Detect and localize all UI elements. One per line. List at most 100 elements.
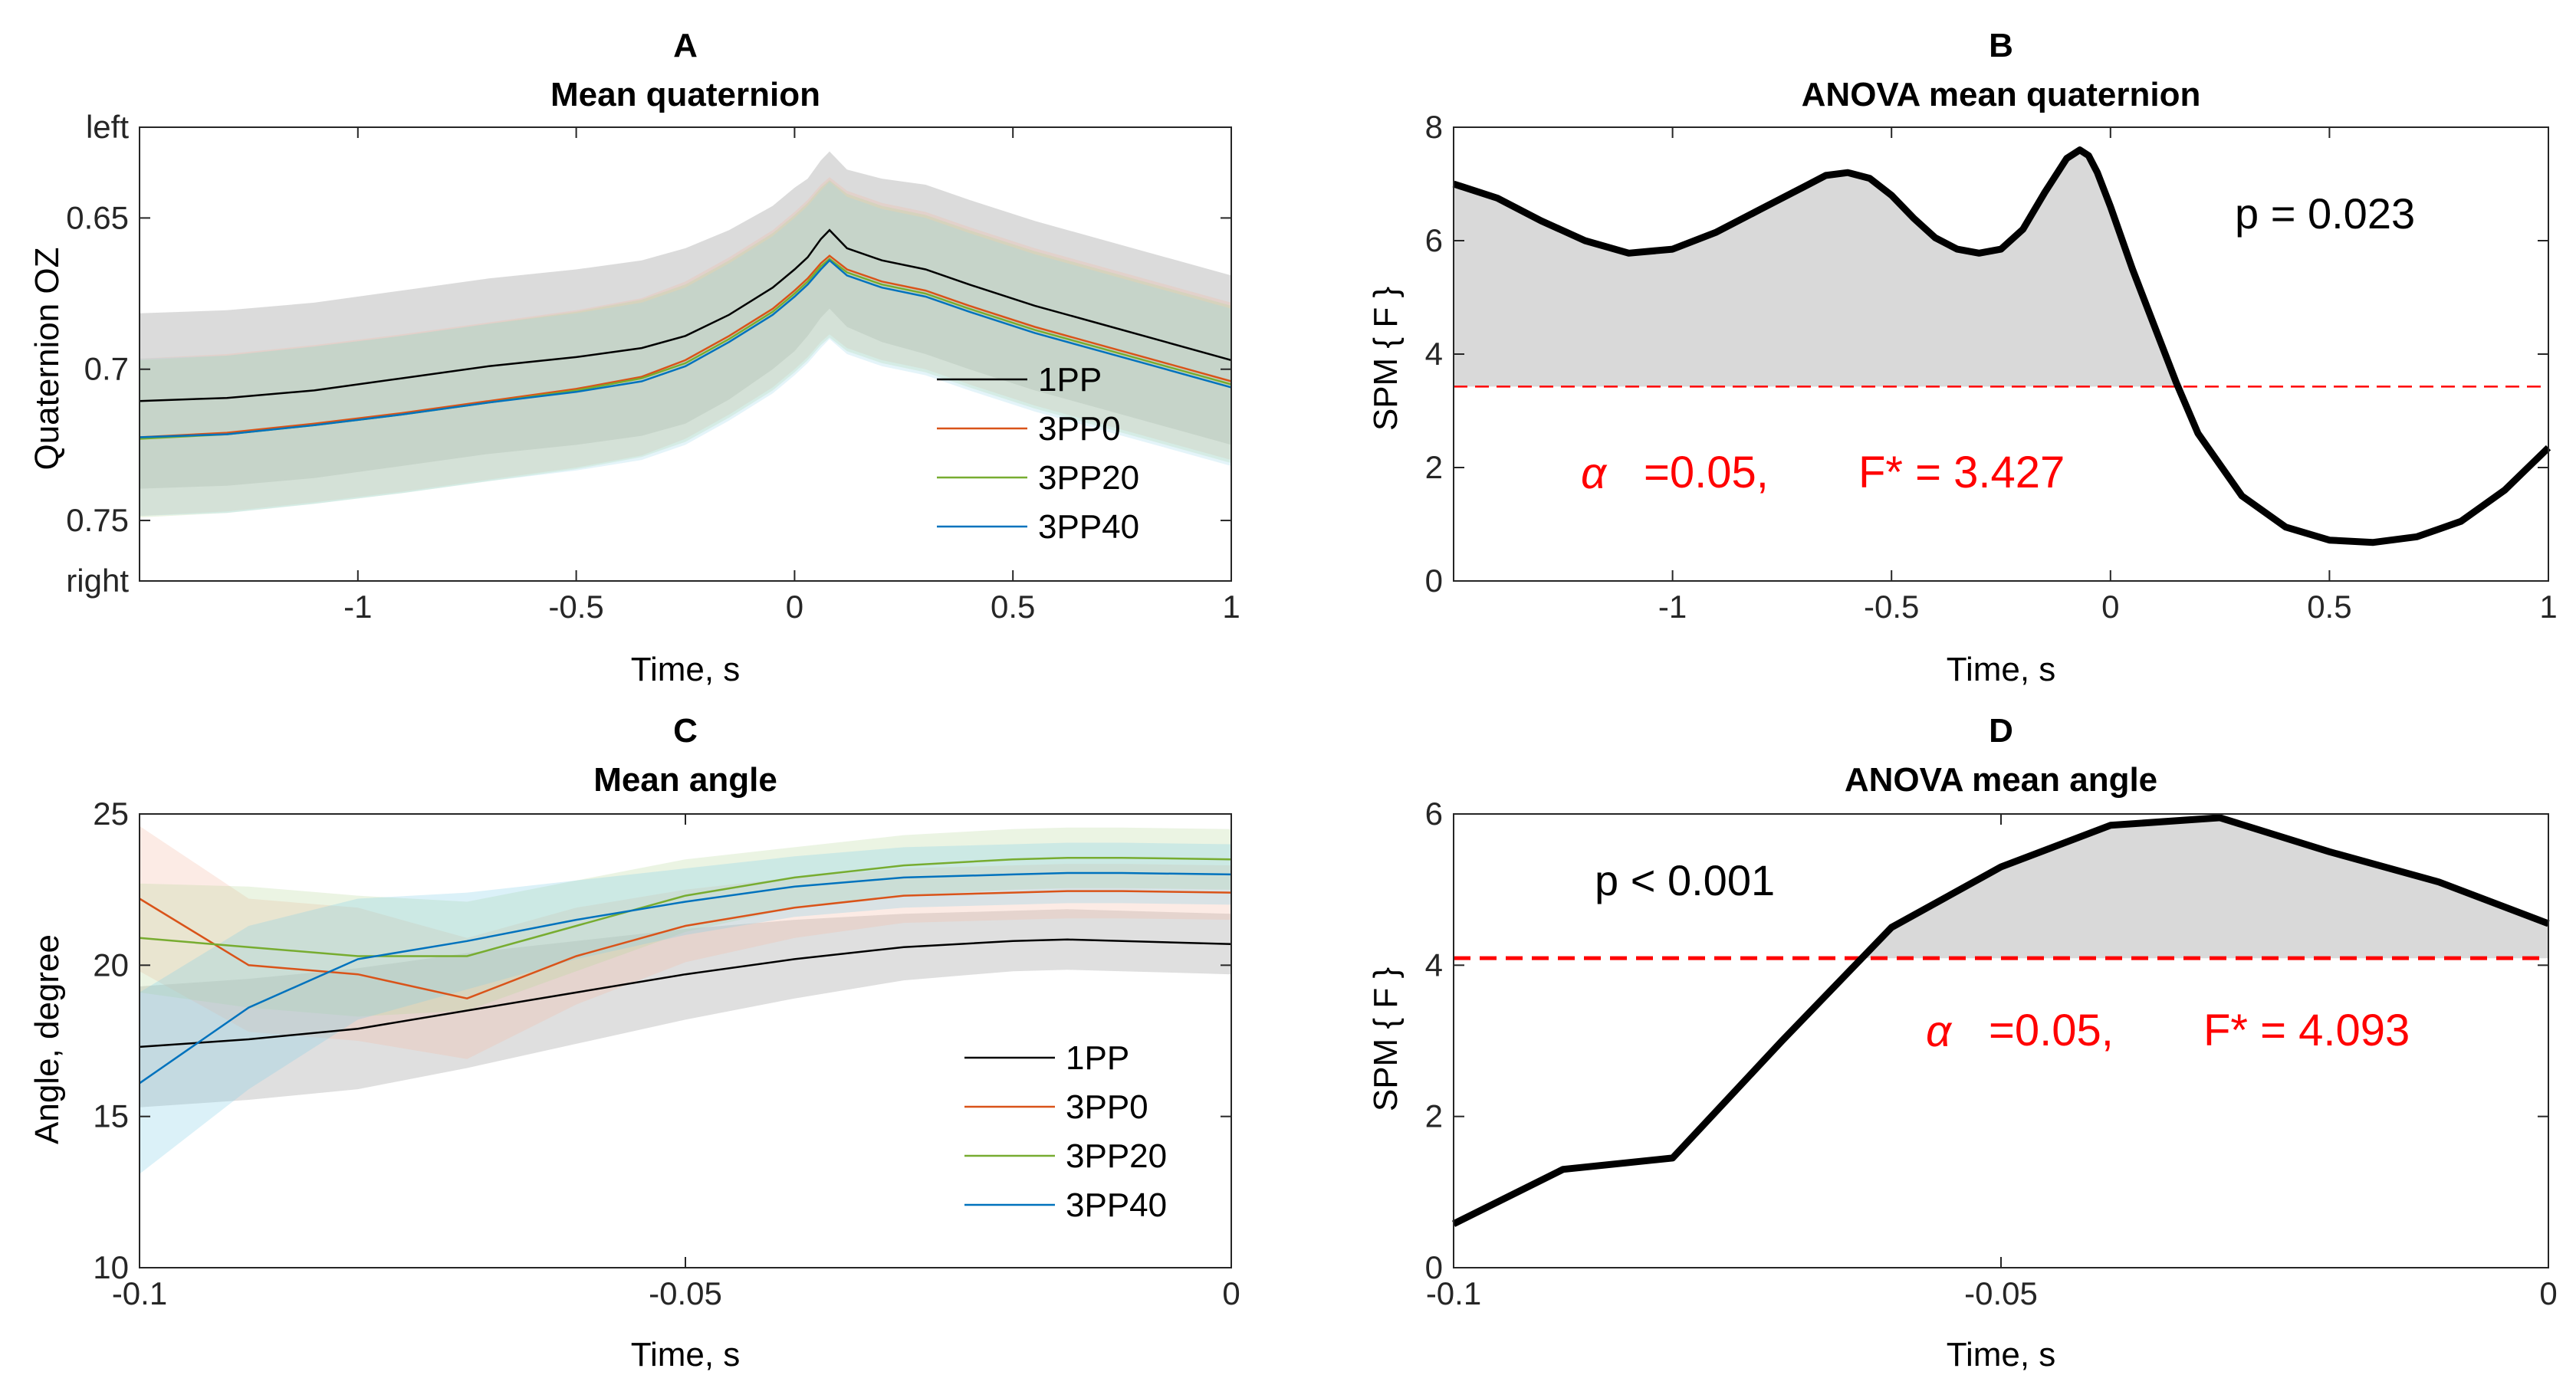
band-3pp20 [140,180,1231,518]
panel-d-ytick-label: 2 [1425,1098,1443,1134]
panel-a-label: A [673,27,698,64]
panel-a-axes: -1 -0.5 0 0.5 1 left 0.65 0.7 0.75 right [66,109,1240,625]
panel-d-alpha-value: =0.05, [1989,1006,2114,1055]
panel-d-ytick-label: 4 [1425,947,1443,983]
panel-d-curve [1451,814,2550,1227]
line-3pp20 [139,856,1232,957]
spm-f-curve [1452,146,2551,546]
panel-d-ytick-label: 0 [1425,1249,1443,1285]
panel-c-legend: 1PP 3PP0 3PP20 3PP40 [964,1039,1167,1224]
panel-d-label: D [1989,712,2013,750]
panel-c-ytick-label: 10 [93,1249,129,1285]
panel-a-xtick-label: 0 [786,589,803,625]
panel-b-ytick-label: 6 [1425,222,1443,258]
panel-d-xlabel: Time, s [1947,1336,2056,1373]
panel-c-label: C [673,712,698,750]
band-1pp [140,909,1231,1108]
panel-c-lines [139,856,1232,1085]
panel-a-ytick-label: right [66,563,129,599]
line-3pp0 [139,254,1232,438]
panel-c-xlabel: Time, s [631,1336,741,1373]
line-3pp40 [139,258,1232,438]
panel-b-shaded-area [1454,149,2178,387]
panel-b-curve [1452,146,2551,546]
legend-entry-3pp20: 3PP20 [1038,459,1139,497]
band-3pp40 [140,842,1231,1174]
line-1pp [139,228,1232,402]
panel-d-alpha-symbol: α [1926,1006,1953,1056]
line-3pp40 [139,871,1232,1085]
line-1pp [139,938,1232,1048]
panel-a-ytick-label: 0.65 [66,199,129,235]
band-3pp0 [140,177,1231,517]
panel-a-ytick-label: 0.7 [84,351,129,387]
panel-d-shaded-area [1861,817,2548,959]
legend-entry-3pp40: 3PP40 [1038,508,1139,546]
panel-c-xtick-label: -0.1 [112,1275,167,1311]
legend-entry-3pp0: 3PP0 [1066,1088,1148,1126]
legend-entry-3pp0: 3PP0 [1038,410,1121,448]
legend-entry-3pp20: 3PP20 [1066,1137,1167,1175]
panel-a-ylabel: Quaternion OZ [28,247,66,470]
panel-d-title: ANOVA mean angle [1845,761,2157,799]
panel-b-anova-quaternion: B ANOVA mean quaternion Time, s SPM { F … [1367,27,2558,688]
panel-a-title: Mean quaternion [550,76,820,113]
panel-b-xtick-label: -0.5 [1864,589,1919,625]
suprathreshold-cluster [1861,817,2548,959]
panel-d-axes: -0.1 -0.05 0 0 2 4 6 [1425,796,2558,1311]
panel-a-quaternion: A Mean quaternion Time, s Quaternion OZ … [28,27,1240,688]
panel-b-alpha-value: =0.05, [1644,448,1769,497]
panel-d-p-value: p < 0.001 [1595,856,1775,904]
band-1pp [140,151,1231,489]
panel-b-ytick-label: 4 [1425,336,1443,372]
panel-d-anova-angle: D ANOVA mean angle Time, s SPM { F } -0.… [1367,712,2558,1373]
panel-b-fstar: F* = 3.427 [1858,448,2065,497]
legend-entry-1pp: 1PP [1066,1039,1129,1077]
panel-d-xtick-label: 0 [2539,1275,2557,1311]
panel-b-xtick-label: 0.5 [2307,589,2351,625]
panel-a-ytick-label: left [86,109,129,145]
panel-c-angle: C Mean angle Time, s Angle, degree -0.1-… [28,712,1240,1373]
panel-c-bands [140,825,1231,1174]
legend-entry-3pp40: 3PP40 [1066,1186,1167,1224]
panel-d-ylabel: SPM { F } [1367,967,1405,1111]
panel-d-ytick-label: 6 [1425,796,1443,832]
panel-c-xtick-label: 0 [1222,1275,1240,1311]
panel-b-alpha-symbol: α [1581,448,1608,498]
panel-b-xlabel: Time, s [1947,651,2056,688]
suprathreshold-cluster [1454,149,2178,387]
panel-a-lines [139,228,1232,440]
panel-c-ytick-label: 25 [93,796,129,832]
panel-b-title: ANOVA mean quaternion [1802,76,2201,113]
panel-a-bands [140,151,1231,518]
panel-b-ytick-label: 8 [1425,109,1443,145]
line-3pp0 [139,890,1232,1000]
panel-c-xtick-label: -0.05 [649,1275,722,1311]
panel-c-ytick-label: 20 [93,947,129,983]
panel-a-xtick-label: 0.5 [991,589,1035,625]
panel-a-ytick-label: 0.75 [66,502,129,538]
band-3pp20 [140,827,1231,1017]
panel-b-xtick-label: -1 [1658,589,1687,625]
panel-b-label: B [1989,27,2013,64]
panel-b-xtick-label: 1 [2539,589,2557,625]
panel-a-xlabel: Time, s [631,651,741,688]
panel-c-ylabel: Angle, degree [28,934,66,1144]
panel-d-xtick-label: -0.05 [1964,1275,2038,1311]
panel-a-frame [139,126,1232,582]
legend-entry-1pp: 1PP [1038,361,1102,399]
panel-b-axes: -1 -0.5 0 0.5 1 0 2 4 6 8 [1425,109,2558,625]
panel-c-axes: -0.1 -0.05 0 10 15 20 25 [93,796,1240,1311]
panel-c-title: Mean angle [593,761,777,799]
panel-d-xtick-label: -0.1 [1426,1275,1481,1311]
panel-b-ylabel: SPM { F } [1367,287,1405,431]
panel-c-ytick-label: 15 [93,1098,129,1134]
panel-a-xtick-label: -1 [343,589,372,625]
panel-b-p-value: p = 0.023 [2235,189,2415,238]
panel-b-xtick-label: 0 [2101,589,2119,625]
band-3pp40 [140,182,1231,517]
panel-a-legend: 1PP 3PP0 3PP20 3PP40 [937,361,1139,546]
panel-d-fstar: F* = 4.093 [2203,1006,2410,1055]
panel-b-ytick-label: 0 [1425,563,1443,599]
